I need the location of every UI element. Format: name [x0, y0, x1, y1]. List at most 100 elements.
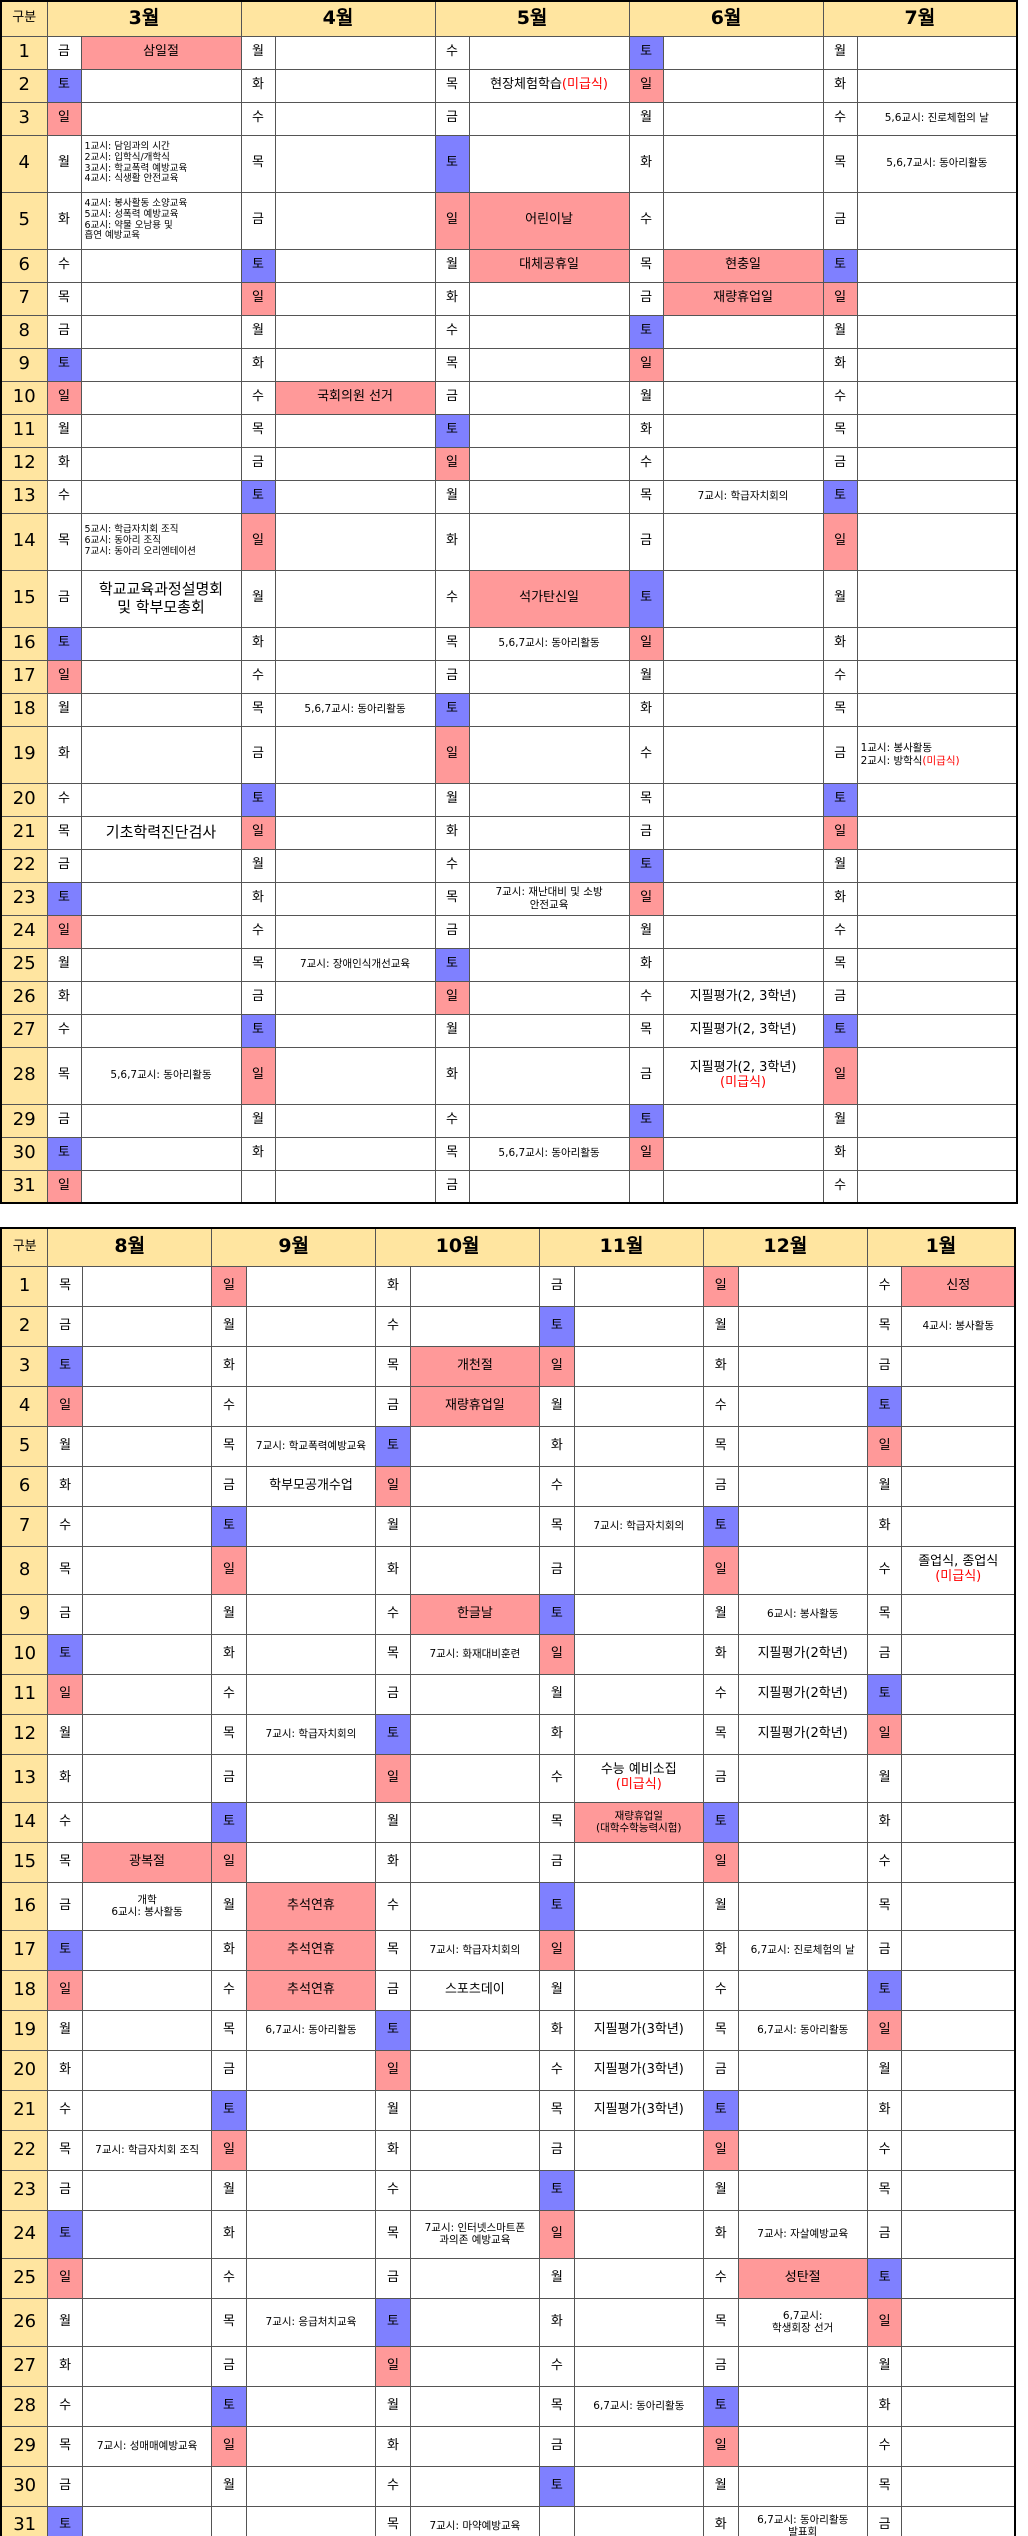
weekday-cell: 수 [628, 980, 664, 1015]
holiday-event-cell: 재량휴업일 [409, 1385, 541, 1427]
weekday-cell: 월 [702, 1305, 739, 1347]
event-cell [80, 281, 242, 316]
weekday-cell: 수 [240, 659, 276, 694]
weekday-cell: 목 [46, 281, 82, 316]
event-text: 1교시: 봉사활동 2교시: 방학식 [860, 742, 933, 767]
weekday-cell: 목 [211, 2009, 247, 2051]
holiday-event-cell: 석가탄신일 [468, 569, 630, 628]
weekday-cell: 월 [539, 1673, 575, 1715]
weekday-cell: 일 [702, 1545, 739, 1595]
weekday-cell: 월 [211, 1305, 247, 1347]
event-cell [856, 446, 1018, 481]
weekday-cell: 일 [434, 725, 470, 784]
weekday-cell: 월 [240, 848, 276, 883]
day-row: 6 수 토 월 대체공휴일 목 현충일 토 [0, 248, 1018, 283]
event-cell [245, 2345, 377, 2387]
weekday-cell: 화 [822, 626, 858, 661]
day-row: 2 토 화 목 현장체험학습(미급식) 일 화 [0, 68, 1018, 103]
weekday-cell: 토 [434, 413, 470, 448]
event-cell [856, 35, 1018, 70]
weekday-cell: 화 [375, 2425, 411, 2467]
holiday-event-cell: 추석연휴 [245, 1929, 377, 1971]
weekday-cell: 화 [211, 1929, 247, 1971]
weekday-cell: 토 [375, 2297, 411, 2347]
event-text: 7교시: 인터넷스마트폰 과의존 예방교육 [424, 2221, 526, 2246]
weekday-cell: 수 [866, 2425, 903, 2467]
weekday-cell: 목 [375, 1929, 411, 1971]
weekday-cell: 월 [46, 134, 82, 193]
event-cell [901, 1713, 1016, 1755]
event-cell [80, 479, 242, 514]
event-cell [573, 2209, 704, 2259]
day-row: 16 토 화 목 5,6,7교시: 동아리활동 일 화 [0, 626, 1018, 661]
weekday-cell: 수 [628, 446, 664, 481]
event-cell [81, 1345, 213, 1387]
weekday-cell: 화 [628, 413, 664, 448]
day-number: 13 [0, 479, 48, 514]
weekday-cell: 토 [47, 1345, 83, 1387]
day-row: 25 월 목 7교시: 장애인식개선교육 토 화 목 [0, 947, 1018, 982]
weekday-cell: 일 [702, 2425, 739, 2467]
weekday-cell: 토 [702, 2089, 739, 2131]
event-cell [274, 1046, 436, 1105]
event-cell [737, 1265, 868, 1307]
event-cell [468, 947, 630, 982]
event-cell [81, 1593, 213, 1635]
event-cell: 7교시: 성매매예방교육 [81, 2425, 213, 2467]
event-cell [468, 1169, 630, 1204]
day-row: 19 화 금 일 수 금 1교시: 봉사활동 2교시: 방학식(미급식) [0, 725, 1018, 784]
event-cell: 5,6교시: 진로체험의 날 [856, 101, 1018, 136]
event-cell [468, 848, 630, 883]
weekday-cell: 일 [539, 1345, 575, 1387]
weekday-cell: 금 [46, 848, 82, 883]
event-cell [274, 626, 436, 661]
month-header: 7월 [822, 0, 1018, 37]
day-number: 24 [0, 914, 48, 949]
event-cell [573, 1593, 704, 1635]
weekday-cell: 월 [866, 2049, 903, 2091]
weekday-cell: 일 [211, 1841, 247, 1883]
event-cell [274, 914, 436, 949]
event-cell [573, 1713, 704, 1755]
weekday-cell: 금 [628, 815, 664, 850]
weekday-cell: 월 [866, 2345, 903, 2387]
day-number: 1 [0, 1265, 49, 1307]
event-cell [468, 446, 630, 481]
weekday-cell: 토 [539, 1593, 575, 1635]
weekday-cell: 화 [211, 1633, 247, 1675]
event-cell [573, 2345, 704, 2387]
event-cell: 6,7교시: 동아리활동 [245, 2009, 377, 2051]
weekday-cell: 월 [47, 1425, 83, 1467]
weekday-cell: 토 [240, 248, 276, 283]
weekday-cell: 토 [375, 1713, 411, 1755]
weekday-cell: 목 [47, 2425, 83, 2467]
weekday-cell: 수 [866, 1841, 903, 1883]
holiday-event-cell: 현충일 [662, 248, 824, 283]
event-cell [662, 512, 824, 571]
day-number: 20 [0, 782, 48, 817]
weekday-cell: 목 [46, 1046, 82, 1105]
event-cell [856, 782, 1018, 817]
event-cell [274, 569, 436, 628]
day-number: 10 [0, 380, 48, 415]
event-cell [409, 1425, 541, 1467]
weekday-cell: 화 [866, 1801, 903, 1843]
event-cell [81, 2297, 213, 2347]
event-text: 6,7교시: 동아리활동 발표회 [757, 2513, 849, 2536]
weekday-cell: 금 [240, 191, 276, 250]
event-cell [468, 479, 630, 514]
weekday-cell: 토 [628, 569, 664, 628]
event-cell: 7교시: 학교폭력예방교육 [245, 1425, 377, 1467]
weekday-cell: 토 [47, 2209, 83, 2259]
weekday-cell: 월 [702, 2169, 739, 2211]
weekday-cell: 화 [46, 725, 82, 784]
weekday-cell: 토 [375, 2009, 411, 2051]
weekday-cell: 월 [866, 1753, 903, 1803]
event-cell: 기초학력진단검사 [80, 815, 242, 850]
day-number: 25 [0, 2257, 49, 2299]
event-cell [80, 68, 242, 103]
weekday-cell: 목 [866, 1593, 903, 1635]
weekday-cell: 화 [211, 2209, 247, 2259]
event-cell: 7교시: 응급처치교육 [245, 2297, 377, 2347]
event-cell: 7교시: 학급자치회의 [573, 1505, 704, 1547]
